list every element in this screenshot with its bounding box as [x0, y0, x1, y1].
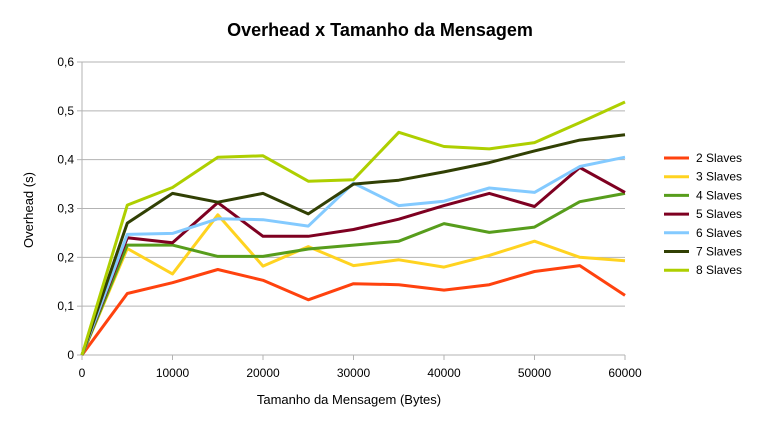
x-tick-label: 50000 — [518, 366, 552, 380]
x-axis-ticks: 0 10000 20000 30000 40000 50000 60000 — [79, 355, 642, 380]
x-tick-label: 30000 — [337, 366, 371, 380]
legend-label: 6 Slaves — [696, 226, 742, 240]
legend-label: 3 Slaves — [696, 170, 742, 184]
series-lines — [80, 100, 626, 356]
legend-label: 7 Slaves — [696, 245, 742, 259]
x-tick-label: 60000 — [608, 366, 642, 380]
x-tick-label: 0 — [79, 366, 86, 380]
y-tick-label: 0,2 — [57, 250, 74, 264]
y-tick-label: 0 — [67, 348, 74, 362]
grid — [82, 61, 625, 307]
y-tick-label: 0,1 — [57, 299, 74, 313]
y-tick-label: 0,6 — [57, 55, 74, 69]
series-line-5-slaves — [80, 166, 626, 356]
y-axis-ticks: 0 0,1 0,2 0,3 0,4 0,5 0,6 — [57, 55, 82, 362]
y-tick-label: 0,5 — [57, 104, 74, 118]
x-axis-label: Tamanho da Mensagem (Bytes) — [257, 392, 441, 407]
series-line-4-slaves — [80, 191, 626, 356]
series-line-2-slaves — [80, 264, 626, 356]
x-tick-label: 10000 — [156, 366, 190, 380]
legend-label: 4 Slaves — [696, 188, 742, 202]
y-axis-label: Overhead (s) — [21, 172, 36, 248]
chart-title: Overhead x Tamanho da Mensagem — [227, 20, 533, 40]
legend-label: 2 Slaves — [696, 151, 742, 165]
series-line-3-slaves — [80, 213, 626, 356]
legend-label: 8 Slaves — [696, 263, 742, 277]
legend-label: 5 Slaves — [696, 207, 742, 221]
x-tick-label: 20000 — [246, 366, 280, 380]
y-tick-label: 0,4 — [57, 153, 74, 167]
series-line-6-slaves — [80, 155, 626, 356]
x-tick-label: 40000 — [427, 366, 461, 380]
y-tick-label: 0,3 — [57, 202, 74, 216]
series-line-7-slaves — [80, 133, 626, 356]
series-line-8-slaves — [80, 100, 626, 356]
legend: 2 Slaves 3 Slaves 4 Slaves 5 Slaves 6 Slaves… — [664, 151, 742, 277]
